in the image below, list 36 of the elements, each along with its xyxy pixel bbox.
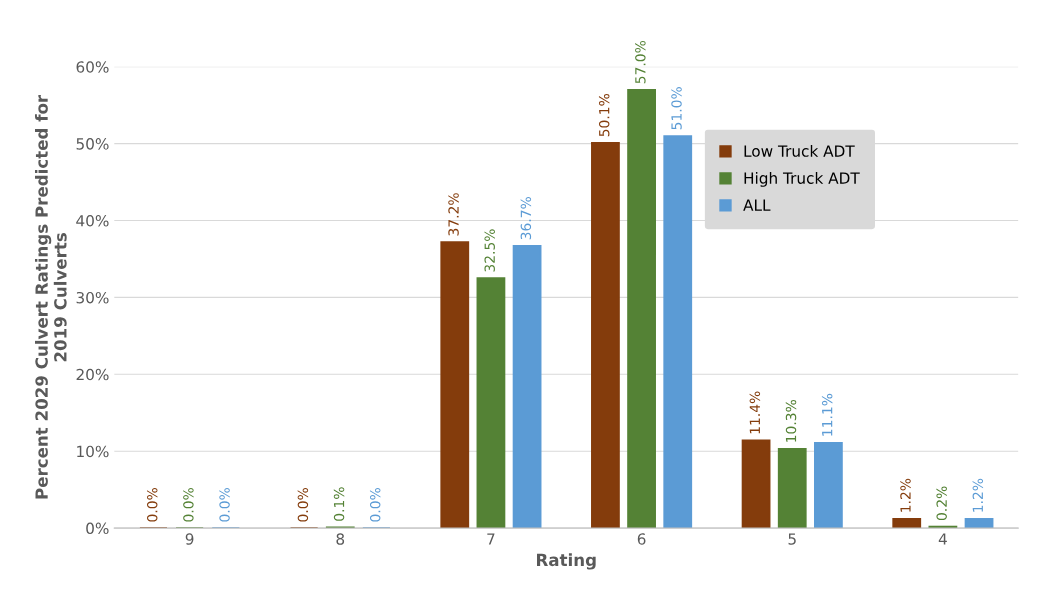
x-tick-label: 8 — [336, 533, 345, 545]
x-tick-label: 7 — [487, 533, 495, 545]
data-label: 0.1% — [333, 487, 345, 521]
y-tick-label: 60% — [76, 61, 109, 73]
data-label: 0.0% — [146, 488, 158, 522]
x-tick-label: 9 — [185, 533, 194, 545]
data-label: 0.0% — [297, 488, 309, 522]
data-label: 0.0% — [219, 488, 230, 522]
data-label: 0.0% — [369, 488, 381, 522]
legend-label: Low Truck ADT — [744, 145, 855, 157]
data-label: 10.3% — [785, 399, 797, 442]
x-tick-label: 6 — [637, 533, 646, 545]
data-label: 1.2% — [900, 478, 911, 512]
data-label: 36.7% — [520, 197, 532, 240]
y-tick-label: 50% — [76, 138, 109, 150]
y-axis-title: Percent 2029 Culvert Ratings Predicted for 2019 Culverts — [34, 94, 67, 499]
y-tick-label: 20% — [76, 368, 109, 381]
data-label: 11.1% — [821, 393, 833, 436]
data-label: 0.0% — [183, 488, 194, 522]
data-label: 57.0% — [635, 40, 646, 84]
y-tick-label: 10% — [77, 445, 109, 458]
data-label: 1.2% — [972, 478, 984, 512]
data-label: 37.2% — [448, 193, 459, 236]
y-tick-label: 0% — [86, 522, 109, 535]
y-tick-label: 30% — [76, 291, 109, 304]
data-label: 11.4% — [749, 391, 761, 434]
y-tick-label: 40% — [76, 215, 109, 227]
data-label: 0.2% — [936, 486, 947, 521]
data-label: 50.1% — [598, 93, 610, 137]
data-label: 51.0% — [671, 87, 682, 130]
x-tick-label: 4 — [938, 533, 947, 545]
data-label: 32.5% — [484, 229, 495, 272]
legend-label: High Truck ADT — [744, 172, 860, 187]
x-axis-title: Rating — [537, 553, 596, 570]
x-tick-label: 5 — [788, 533, 796, 545]
legend-label: ALL — [743, 199, 771, 211]
